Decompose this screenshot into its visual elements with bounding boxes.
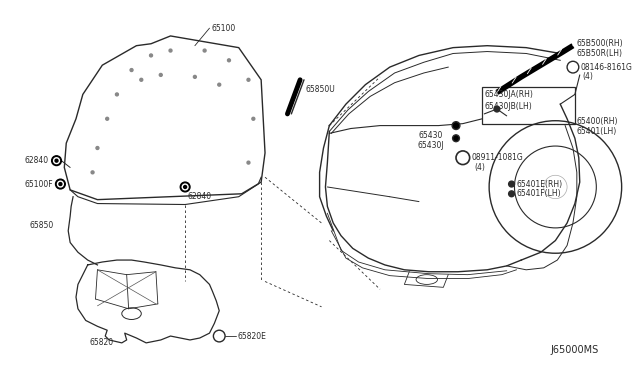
Circle shape [180,182,190,192]
Text: B: B [571,65,575,70]
Circle shape [494,106,500,112]
Circle shape [213,330,225,342]
Circle shape [54,158,60,164]
Text: (4): (4) [582,73,593,81]
Circle shape [452,122,460,129]
Text: 65100F: 65100F [24,180,53,189]
Circle shape [203,49,206,52]
Text: 65401(LH): 65401(LH) [577,127,617,136]
Circle shape [218,83,221,86]
Circle shape [184,186,187,189]
Text: 65430J: 65430J [417,141,444,150]
Text: J65000MS: J65000MS [550,345,599,355]
Text: 08146-8161G: 08146-8161G [580,62,632,72]
Circle shape [509,181,515,187]
Circle shape [193,76,196,78]
Circle shape [115,93,118,96]
Text: N: N [460,155,466,161]
Text: 65B500(RH): 65B500(RH) [577,39,623,48]
Circle shape [91,171,94,174]
Circle shape [452,135,460,142]
Circle shape [56,179,65,189]
Text: 65430: 65430 [419,131,444,140]
Circle shape [159,73,162,76]
Text: 65401E(RH): 65401E(RH) [516,180,563,189]
Circle shape [55,159,58,162]
Text: 65850U: 65850U [306,85,336,94]
Text: 65430JB(LH): 65430JB(LH) [484,102,532,110]
Circle shape [456,151,470,164]
Text: 62840: 62840 [187,192,211,201]
Text: 65400(RH): 65400(RH) [577,117,618,126]
Circle shape [58,181,63,187]
Text: 62840: 62840 [24,156,49,165]
Circle shape [567,61,579,73]
Circle shape [509,191,515,197]
Text: 65401F(LH): 65401F(LH) [516,189,561,198]
Circle shape [96,147,99,150]
Circle shape [140,78,143,81]
Circle shape [182,184,188,190]
Text: 65820: 65820 [90,339,114,347]
Circle shape [130,68,133,71]
Circle shape [59,183,62,186]
Text: 65820E: 65820E [237,331,267,340]
Text: 08911-1081G: 08911-1081G [472,153,524,162]
Circle shape [169,49,172,52]
Circle shape [106,117,109,120]
Circle shape [252,117,255,120]
Circle shape [247,161,250,164]
Circle shape [227,59,230,62]
Circle shape [52,156,61,166]
Text: 65430JA(RH): 65430JA(RH) [484,90,533,99]
Circle shape [150,54,152,57]
Text: (4): (4) [474,163,485,172]
Text: 65B50R(LH): 65B50R(LH) [577,49,623,58]
Text: 65100: 65100 [211,24,236,33]
Circle shape [247,78,250,81]
Text: 65850: 65850 [29,221,54,230]
